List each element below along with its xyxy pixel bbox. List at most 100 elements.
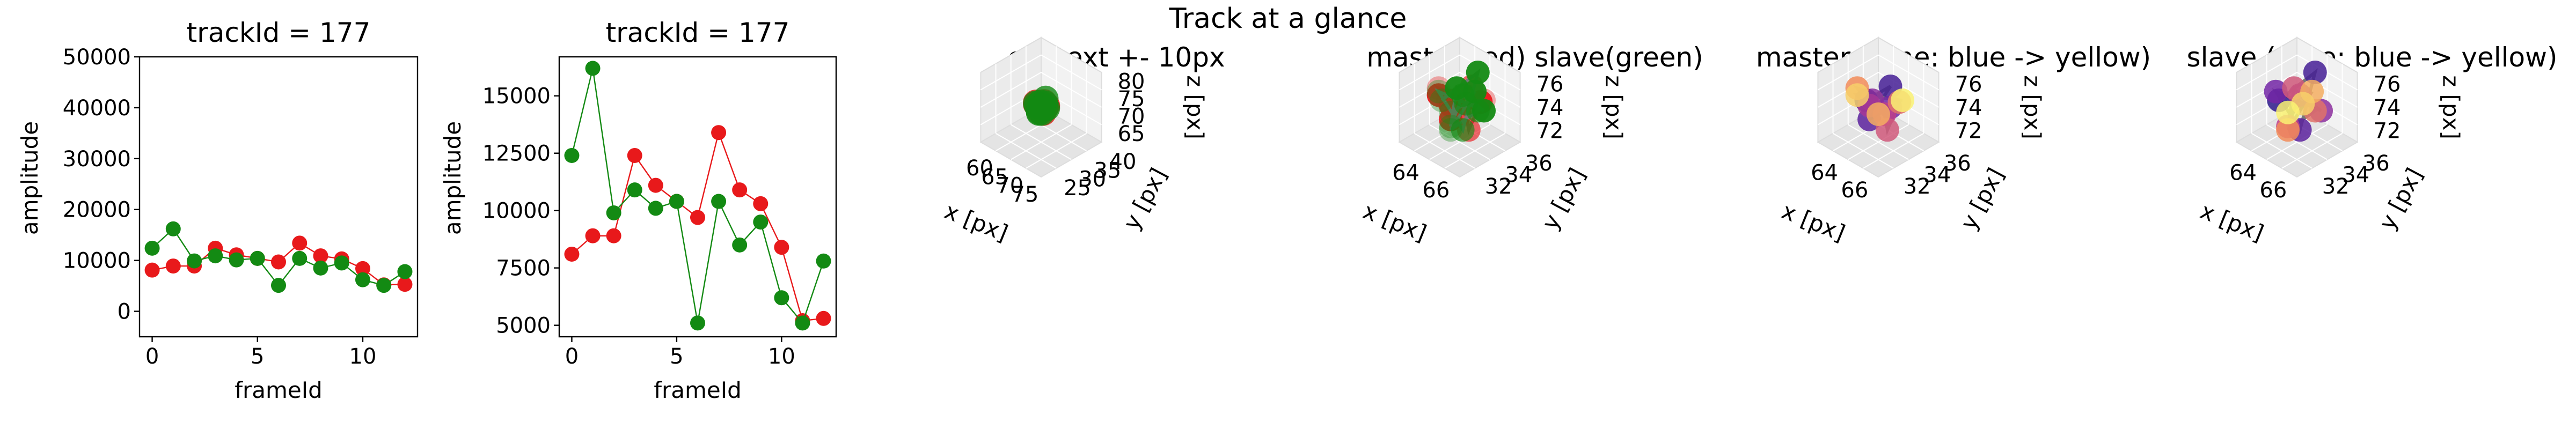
point-3d [1439,100,1463,124]
data-point [711,194,727,209]
z-tick-label: 70 [1118,104,1145,129]
y-tick-label: 7500 [496,256,551,281]
data-point [250,250,265,266]
y-tick-label: 5000 [496,314,551,338]
data-point [144,240,160,256]
y-tick-label: 0 [118,300,131,324]
figure-suptitle: Track at a glance [1169,3,1407,35]
point-3d [1026,95,1052,122]
grid-line [2281,132,2343,169]
grid-line [1041,54,1102,91]
data-point [397,277,413,292]
y-tick-label: 36 [2362,151,2390,176]
z-tick-label: 72 [2374,119,2401,143]
grid-line [1399,54,1460,91]
grid-line [2296,54,2358,91]
data-point [690,210,705,225]
data-point [774,290,789,306]
point-3d [1439,118,1463,142]
data-point [564,246,580,262]
x-axis-label: x [px] [2197,197,2267,246]
z-axis-label: z [px] [2019,75,2046,139]
y-tick-label: 20000 [63,198,131,223]
y-tick-label: 40000 [63,96,131,121]
grid-line [1026,132,1087,169]
data-point [292,235,308,251]
data-point [669,194,684,209]
series-line-1 [571,68,824,324]
x-axis-label: x [px] [1359,197,1430,246]
data-point [606,205,621,220]
data-point [144,262,160,278]
z-tick-label: 76 [2374,72,2401,97]
point-3d [2276,100,2300,124]
panel-amplitude-zoom: trackId = 177 amplitude frameId 0 5 10 5000… [440,17,837,403]
x-tick-label: 10 [349,344,377,369]
y-tick-label: 36 [1944,151,1971,176]
grid-line [1863,132,1924,169]
z-tick-label: 75 [1118,87,1145,112]
data-point [816,310,831,326]
x-tick-label: 0 [565,344,579,369]
y-tick-label: 25 [1064,176,1091,201]
z-tick-label: 72 [1536,119,1564,143]
y-tick-label: 32 [1904,174,1931,199]
z-tick-label: 72 [1955,119,1982,143]
data-point [187,253,202,269]
z-axis-label: z [px] [1601,75,1627,139]
data-point [606,228,621,243]
y-tick-label: 40 [1109,150,1137,174]
panel5-title: master (time: blue -> yellow) [1756,42,2151,73]
data-point [627,147,642,163]
x-tick-label: 64 [2229,160,2257,185]
data-point [355,272,370,287]
z-tick-label: 80 [1118,69,1145,94]
data-point [774,240,789,255]
grid-line [1444,132,1505,169]
data-point [564,147,580,163]
data-point [816,253,831,269]
data-point [271,254,286,270]
data-point [271,278,286,293]
data-point [165,258,181,274]
z-axis-label: z [px] [1182,75,1209,139]
data-point [795,315,810,331]
panel1-title: trackId = 177 [187,17,371,48]
y-tick-label: 34 [2342,163,2369,188]
grid-line [1429,124,1490,160]
data-point [627,182,642,198]
panel2-xlabel: frameId [654,377,742,403]
data-point [690,315,705,331]
x-tick-label: 64 [1811,160,1838,185]
y-tick-label: 15000 [482,84,551,109]
grid-line [2251,132,2312,169]
z-axis-label: z [px] [2438,75,2464,139]
data-point [648,177,663,193]
data-point [397,264,413,279]
x-tick-label: 64 [1392,160,1419,185]
x-tick-label: 60 [966,156,993,181]
point-3d [2264,79,2288,103]
grid-line [1414,132,1475,169]
z-tick-label: 76 [1536,72,1564,97]
x-tick-label: 66 [1841,178,1868,203]
grid-line [980,72,1042,108]
x-axis-label: x [px] [1778,197,1849,246]
grid-line [1817,54,1879,91]
x-tick-label: 10 [768,344,795,369]
point-3d [1426,79,1451,103]
y-tick-label: 30000 [63,147,131,172]
grid-line [2236,54,2297,91]
plot-frame [558,56,837,338]
data-point [732,237,748,253]
x-tick-label: 0 [145,344,159,369]
panel6-title: slave (time: blue -> yellow) [2187,42,2558,73]
y-tick-label: 34 [1505,163,1532,188]
y-tick-label: 12500 [482,142,551,166]
y-tick-label: 36 [1525,151,1553,176]
data-point [732,182,748,198]
grid-line [1833,132,1894,169]
